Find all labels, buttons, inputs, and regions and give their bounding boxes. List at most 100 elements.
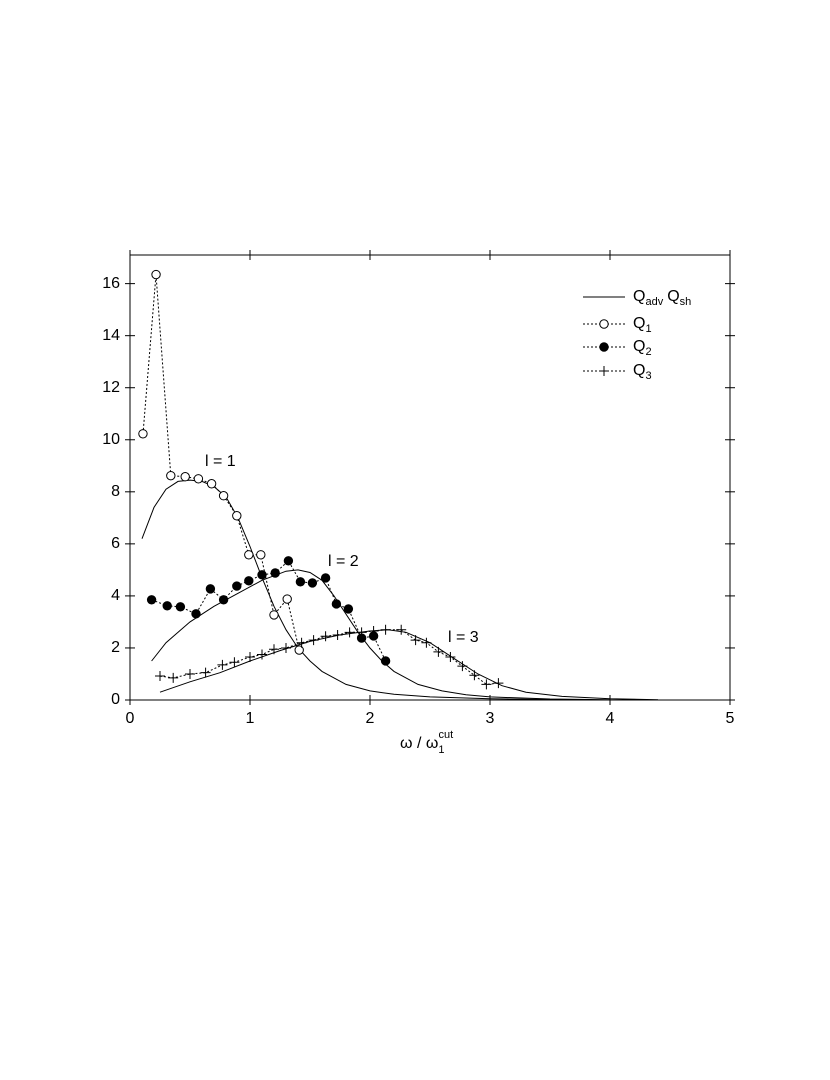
- y-tick-label: 14: [102, 327, 120, 344]
- plus-marker: [380, 624, 391, 635]
- legend-label: Qadv Qsh: [633, 288, 691, 308]
- filled-marker: [270, 568, 280, 578]
- filled-marker: [257, 570, 267, 580]
- legend-sub: 2: [645, 346, 651, 358]
- filled-marker: [146, 595, 157, 605]
- legend-marker: [599, 319, 609, 329]
- plus-marker: [421, 637, 432, 648]
- plus-marker: [368, 626, 379, 637]
- plus-marker: [296, 637, 307, 648]
- filled-marker: [162, 601, 172, 611]
- plus-marker: [155, 671, 165, 682]
- plus-marker: [493, 678, 504, 689]
- plot-frame: [129, 254, 731, 701]
- plus-marker: [344, 627, 355, 638]
- legend-label: Q1: [633, 315, 652, 335]
- plus-marker: [433, 646, 444, 657]
- y-tick-label: 8: [111, 483, 120, 500]
- x-label-sub: 1: [438, 744, 444, 756]
- y-tick-label: 10: [102, 431, 120, 448]
- open-marker: [269, 610, 279, 620]
- filled-marker: [205, 584, 216, 594]
- open-marker: [180, 472, 190, 482]
- filled-marker: [191, 609, 201, 619]
- y-tick-label: 2: [111, 639, 120, 656]
- y-tick-label: 0: [111, 691, 120, 708]
- filled-marker: [331, 599, 342, 609]
- plus-marker: [445, 652, 456, 663]
- legend-text: Q: [667, 288, 679, 305]
- legend-label: Q2: [633, 338, 652, 358]
- plus-marker: [281, 642, 291, 653]
- legend-label: Q3: [633, 362, 652, 382]
- open-marker: [256, 550, 266, 560]
- curve-label: l = 1: [205, 453, 236, 470]
- legend-text: Q: [633, 338, 645, 355]
- legend-sub: 3: [645, 370, 651, 382]
- plus-marker: [185, 668, 195, 679]
- model-curve: [151, 569, 611, 701]
- open-marker: [193, 474, 204, 484]
- y-tick-label: 12: [102, 379, 120, 396]
- legend-text: Q: [633, 315, 645, 332]
- legend-text: Q: [633, 288, 645, 305]
- plus-marker: [168, 672, 179, 683]
- x-tick-label: 4: [606, 710, 615, 727]
- plus-marker: [410, 635, 421, 646]
- plus-marker: [229, 657, 240, 668]
- filled-marker: [307, 578, 318, 588]
- x-label-sup: cut: [438, 729, 453, 741]
- plus-marker: [245, 652, 255, 663]
- plus-marker: [308, 635, 319, 646]
- open-marker: [294, 645, 304, 655]
- open-marker: [166, 470, 176, 481]
- x-tick-label: 1: [246, 710, 255, 727]
- y-tick-label: 16: [102, 275, 120, 292]
- curve-label: l = 2: [328, 553, 359, 570]
- plus-marker: [332, 629, 343, 640]
- filled-marker: [283, 556, 294, 566]
- x-tick-label: 5: [726, 710, 735, 727]
- model-curve: [141, 479, 551, 700]
- legend-marker: [599, 342, 609, 352]
- plus-marker: [457, 661, 468, 672]
- legend-text: Q: [633, 362, 645, 379]
- y-tick-label: 6: [111, 535, 120, 552]
- open-marker: [206, 479, 217, 489]
- filled-marker: [320, 573, 331, 583]
- curve-label: l = 3: [448, 629, 479, 646]
- plus-marker: [217, 659, 228, 670]
- x-tick-label: 0: [126, 710, 135, 727]
- legend-sub: sh: [680, 296, 692, 308]
- legend-marker: [599, 366, 609, 376]
- filled-marker: [175, 602, 186, 612]
- filled-marker: [232, 581, 242, 591]
- legend-sub: 1: [645, 323, 651, 335]
- plus-marker: [396, 624, 407, 635]
- plus-marker: [257, 649, 267, 660]
- plus-marker: [269, 644, 279, 655]
- filled-marker: [343, 604, 354, 614]
- open-marker: [282, 594, 292, 604]
- open-marker: [244, 550, 254, 560]
- filled-marker: [380, 656, 391, 666]
- plus-marker: [320, 631, 331, 642]
- filled-marker: [244, 576, 254, 586]
- plus-marker: [200, 667, 211, 678]
- legend-sub: adv: [645, 296, 663, 308]
- y-tick-label: 4: [111, 587, 120, 604]
- model-curve: [159, 629, 659, 701]
- open-marker: [218, 491, 229, 501]
- plus-marker: [356, 627, 367, 638]
- x-tick-label: 2: [366, 710, 375, 727]
- open-marker: [232, 511, 242, 521]
- filled-marker: [218, 595, 229, 605]
- x-axis-label: ω / ω1 cut: [400, 729, 453, 756]
- open-marker: [151, 269, 161, 280]
- filled-marker: [295, 577, 306, 587]
- x-tick-label: 3: [486, 710, 495, 727]
- x-label-main: ω / ω: [400, 735, 438, 752]
- open-marker: [138, 429, 148, 439]
- plus-marker: [481, 679, 492, 690]
